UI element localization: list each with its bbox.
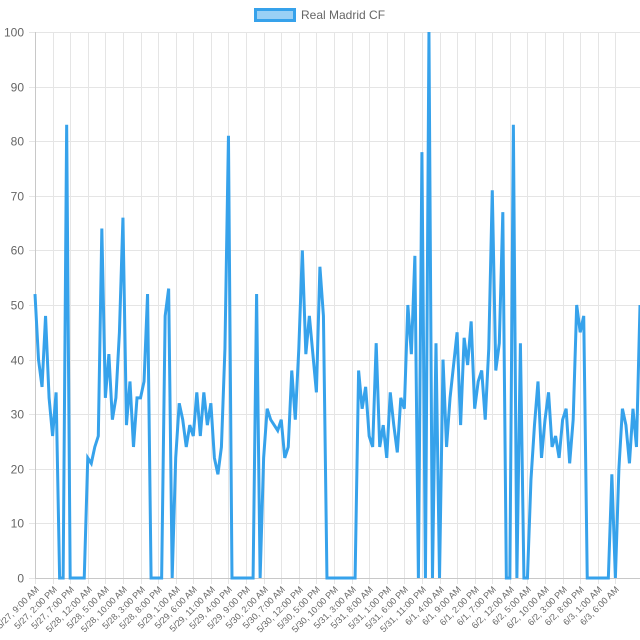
y-tick-label: 70 [11, 190, 25, 204]
y-tick-label: 50 [11, 299, 25, 313]
legend-swatch[interactable] [254, 8, 296, 22]
x-axis: 5/27, 9:00 AM5/27, 2:00 PM5/27, 7:00 PM5… [0, 578, 640, 635]
y-axis: 0 10 20 30 40 50 60 70 80 90 100 [4, 26, 36, 586]
y-tick-label: 0 [17, 572, 24, 586]
legend-label[interactable]: Real Madrid CF [301, 8, 385, 22]
y-tick-label: 20 [11, 463, 25, 477]
y-tick-label: 10 [11, 517, 25, 531]
y-tick-label: 60 [11, 244, 25, 258]
y-tick-label: 100 [4, 26, 24, 40]
y-tick-label: 30 [11, 408, 25, 422]
legend[interactable]: Real Madrid CF [254, 8, 386, 22]
y-tick-label: 90 [11, 81, 25, 95]
y-tick-label: 80 [11, 135, 25, 149]
plot-area [33, 31, 640, 580]
series-line-real-madrid-cf [33, 31, 640, 580]
y-tick-label: 40 [11, 354, 25, 368]
